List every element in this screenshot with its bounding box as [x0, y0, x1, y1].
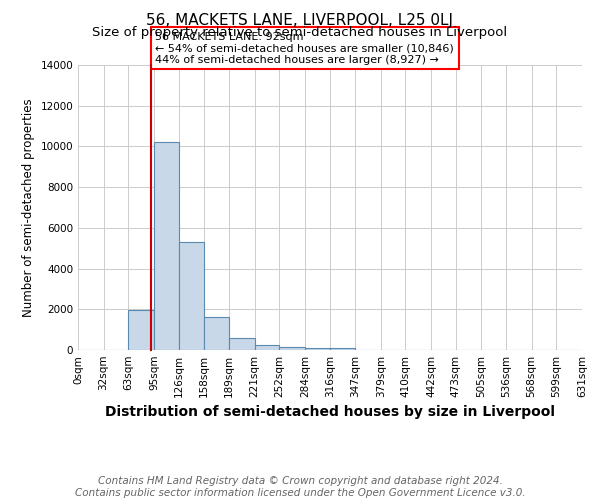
X-axis label: Distribution of semi-detached houses by size in Liverpool: Distribution of semi-detached houses by …: [105, 406, 555, 419]
Bar: [305, 348, 331, 350]
Bar: [279, 347, 305, 350]
Bar: [204, 318, 229, 350]
Bar: [154, 142, 179, 350]
Text: Size of property relative to semi-detached houses in Liverpool: Size of property relative to semi-detach…: [92, 26, 508, 39]
Bar: [254, 345, 279, 350]
Bar: [229, 338, 254, 350]
Bar: [128, 310, 154, 350]
Text: Contains HM Land Registry data © Crown copyright and database right 2024.
Contai: Contains HM Land Registry data © Crown c…: [74, 476, 526, 498]
Text: 56 MACKETS LANE: 92sqm
← 54% of semi-detached houses are smaller (10,846)
44% of: 56 MACKETS LANE: 92sqm ← 54% of semi-det…: [155, 32, 454, 65]
Y-axis label: Number of semi-detached properties: Number of semi-detached properties: [22, 98, 35, 317]
Text: 56, MACKETS LANE, LIVERPOOL, L25 0LJ: 56, MACKETS LANE, LIVERPOOL, L25 0LJ: [146, 12, 454, 28]
Bar: [179, 242, 204, 350]
Bar: [331, 348, 355, 350]
